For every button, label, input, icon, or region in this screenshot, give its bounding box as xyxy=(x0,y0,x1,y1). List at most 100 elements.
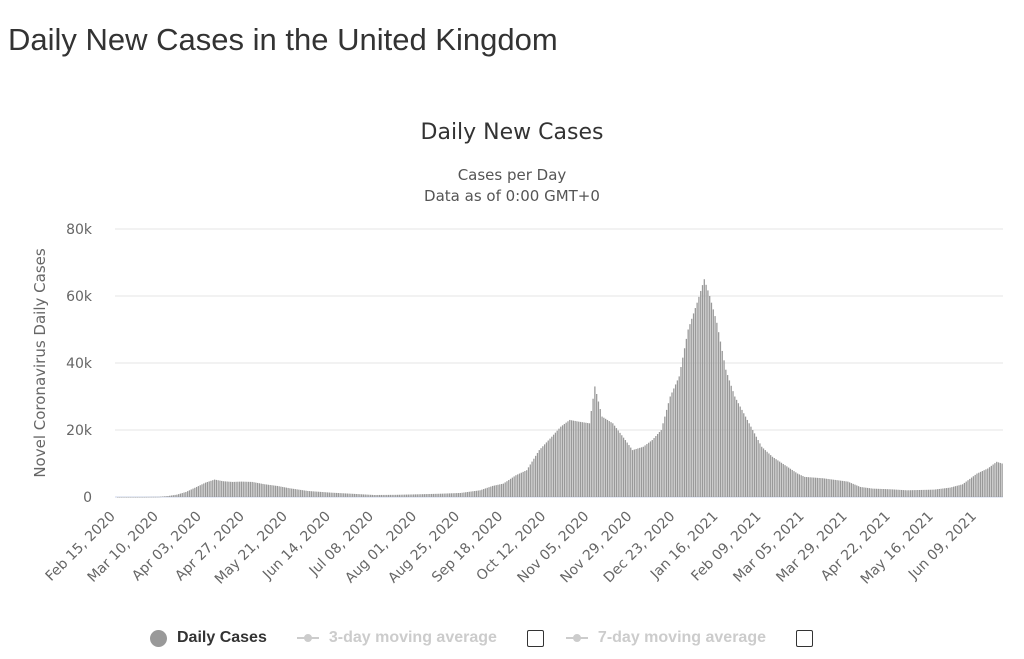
daily-cases-bar[interactable] xyxy=(364,494,366,497)
daily-cases-bar[interactable] xyxy=(341,493,343,497)
daily-cases-bar[interactable] xyxy=(185,491,187,497)
daily-cases-bar[interactable] xyxy=(362,494,365,497)
daily-cases-bar[interactable] xyxy=(398,494,400,497)
daily-cases-bar[interactable] xyxy=(188,490,191,497)
daily-cases-bar[interactable] xyxy=(825,478,827,497)
daily-cases-bar[interactable] xyxy=(136,496,139,498)
daily-cases-bar[interactable] xyxy=(396,494,399,497)
daily-cases-bar[interactable] xyxy=(648,442,650,497)
daily-cases-bar[interactable] xyxy=(696,302,698,497)
daily-cases-bar[interactable] xyxy=(956,485,958,497)
daily-cases-bar[interactable] xyxy=(386,494,388,497)
daily-cases-bar[interactable] xyxy=(429,493,431,497)
daily-cases-bar[interactable] xyxy=(744,416,747,497)
daily-cases-bar[interactable] xyxy=(676,380,679,497)
legend-7-day-ma[interactable]: 7-day moving average xyxy=(565,629,766,647)
daily-cases-bar[interactable] xyxy=(963,482,966,497)
daily-cases-bar[interactable] xyxy=(798,474,801,497)
daily-cases-bar[interactable] xyxy=(357,494,359,497)
daily-cases-bar[interactable] xyxy=(486,487,488,497)
daily-cases-bar[interactable] xyxy=(927,489,930,497)
daily-cases-bar[interactable] xyxy=(775,459,777,497)
daily-cases-bar[interactable] xyxy=(522,471,524,498)
daily-cases-bar[interactable] xyxy=(707,290,709,497)
daily-cases-bar[interactable] xyxy=(879,488,881,497)
daily-cases-bar[interactable] xyxy=(567,421,569,497)
daily-cases-bar[interactable] xyxy=(289,488,291,497)
daily-cases-bar[interactable] xyxy=(332,492,334,497)
daily-cases-bar[interactable] xyxy=(897,489,899,497)
daily-cases-bar[interactable] xyxy=(863,487,865,497)
daily-cases-bar[interactable] xyxy=(490,486,492,497)
daily-cases-bar[interactable] xyxy=(439,493,442,497)
daily-cases-bar[interactable] xyxy=(256,482,259,497)
daily-cases-bar[interactable] xyxy=(970,477,973,497)
daily-cases-bar[interactable] xyxy=(730,385,732,497)
daily-cases-bar[interactable] xyxy=(535,455,537,497)
daily-cases-bar[interactable] xyxy=(583,422,585,497)
daily-cases-bar[interactable] xyxy=(823,478,826,497)
daily-cases-bar[interactable] xyxy=(549,438,551,497)
daily-cases-bar[interactable] xyxy=(287,487,289,497)
daily-cases-bar[interactable] xyxy=(133,496,135,498)
daily-cases-bar[interactable] xyxy=(605,418,607,497)
daily-cases-bar[interactable] xyxy=(911,490,914,497)
daily-cases-bar[interactable] xyxy=(990,465,992,497)
daily-cases-bar[interactable] xyxy=(187,491,189,497)
daily-cases-bar[interactable] xyxy=(996,461,998,497)
daily-cases-bar[interactable] xyxy=(951,487,953,497)
daily-cases-bar[interactable] xyxy=(262,483,264,497)
daily-cases-bar[interactable] xyxy=(377,494,379,497)
daily-cases-bar[interactable] xyxy=(945,488,948,497)
daily-cases-bar[interactable] xyxy=(857,486,860,497)
daily-cases-bar[interactable] xyxy=(612,423,614,497)
daily-cases-bar[interactable] xyxy=(746,419,749,497)
daily-cases-bar[interactable] xyxy=(149,496,151,498)
daily-cases-bar[interactable] xyxy=(617,430,619,497)
daily-cases-bar[interactable] xyxy=(657,434,659,497)
daily-cases-bar[interactable] xyxy=(665,409,668,497)
daily-cases-bar[interactable] xyxy=(888,489,890,497)
daily-cases-bar[interactable] xyxy=(832,479,835,497)
daily-cases-bar[interactable] xyxy=(352,493,354,497)
daily-cases-bar[interactable] xyxy=(893,489,896,497)
daily-cases-bar[interactable] xyxy=(466,492,469,497)
daily-cases-bar[interactable] xyxy=(145,496,148,498)
daily-cases-bar[interactable] xyxy=(131,496,133,498)
daily-cases-bar[interactable] xyxy=(685,338,688,497)
daily-cases-bar[interactable] xyxy=(378,494,381,497)
daily-cases-bar[interactable] xyxy=(404,494,406,497)
daily-cases-bar[interactable] xyxy=(596,393,598,497)
daily-cases-bar[interactable] xyxy=(802,476,804,497)
daily-cases-bar[interactable] xyxy=(242,481,244,497)
daily-cases-bar[interactable] xyxy=(626,442,628,497)
daily-cases-bar[interactable] xyxy=(517,474,519,497)
daily-cases-bar[interactable] xyxy=(603,417,605,497)
daily-cases-bar[interactable] xyxy=(630,447,632,497)
daily-cases-bar[interactable] xyxy=(671,392,673,497)
daily-cases-bar[interactable] xyxy=(276,485,278,497)
daily-cases-bar[interactable] xyxy=(644,445,646,497)
daily-cases-bar[interactable] xyxy=(601,416,603,497)
daily-cases-bar[interactable] xyxy=(947,487,949,497)
daily-cases-bar[interactable] xyxy=(183,492,185,497)
daily-cases-bar[interactable] xyxy=(176,494,178,497)
daily-cases-bar[interactable] xyxy=(468,491,470,497)
daily-cases-bar[interactable] xyxy=(782,463,784,497)
daily-cases-bar[interactable] xyxy=(368,494,370,497)
daily-cases-bar[interactable] xyxy=(300,489,302,497)
daily-cases-bar[interactable] xyxy=(866,487,869,497)
daily-cases-bar[interactable] xyxy=(610,422,612,497)
daily-cases-bar[interactable] xyxy=(762,448,765,497)
daily-cases-bar[interactable] xyxy=(237,481,239,497)
daily-cases-bar[interactable] xyxy=(432,493,435,497)
daily-cases-bar[interactable] xyxy=(151,496,153,498)
daily-cases-bar[interactable] xyxy=(608,421,610,497)
daily-cases-bar[interactable] xyxy=(660,430,662,497)
daily-cases-bar[interactable] xyxy=(493,485,496,497)
daily-cases-bar[interactable] xyxy=(732,391,734,497)
daily-cases-bar[interactable] xyxy=(400,494,402,497)
daily-cases-bar[interactable] xyxy=(326,492,329,497)
daily-cases-bar[interactable] xyxy=(920,489,923,497)
daily-cases-bar[interactable] xyxy=(578,421,580,498)
